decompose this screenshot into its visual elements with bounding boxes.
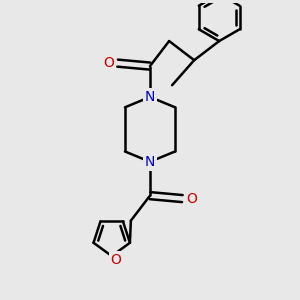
Text: O: O [111,254,122,267]
Text: N: N [145,90,155,104]
Text: O: O [103,56,114,70]
Text: N: N [145,155,155,169]
Text: O: O [186,192,197,206]
